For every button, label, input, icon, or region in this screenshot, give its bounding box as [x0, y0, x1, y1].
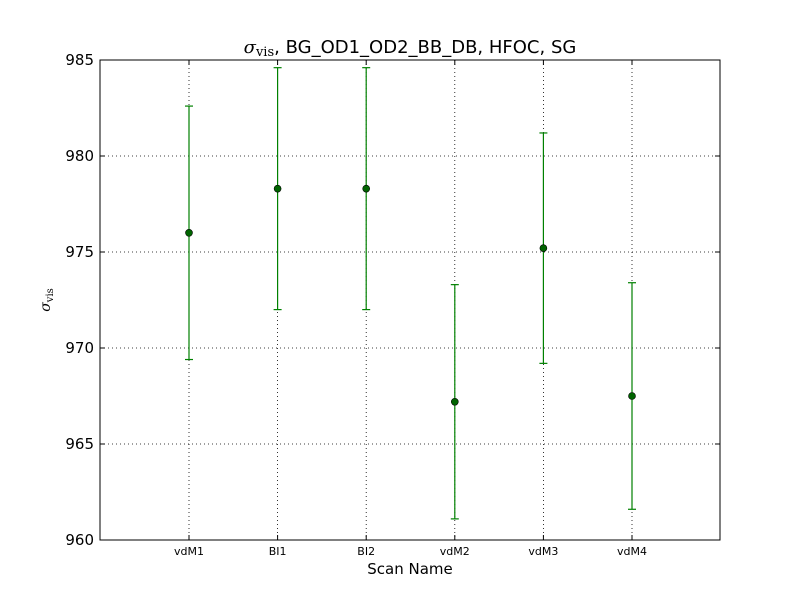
data-point — [185, 229, 193, 237]
y-axis-label-subscript: vis — [45, 288, 56, 303]
x-tick-label: vdM2 — [440, 545, 470, 558]
data-point — [628, 392, 636, 400]
y-tick-label: 980 — [65, 147, 94, 165]
x-axis-label: Scan Name — [367, 560, 453, 578]
chart-title: σvis, BG_OD1_OD2_BB_DB, HFOC, SG — [244, 37, 577, 60]
y-tick-label: 960 — [65, 531, 94, 549]
x-tick-label: BI1 — [269, 545, 287, 558]
x-tick-label: BI2 — [357, 545, 375, 558]
data-point — [273, 184, 282, 193]
data-point — [362, 184, 371, 193]
marks-layer — [185, 67, 636, 520]
y-tick-label: 975 — [65, 243, 94, 261]
y-axis-label-symbol: σ — [38, 302, 54, 312]
x-tick-label: vdM1 — [174, 545, 204, 558]
x-tick-label: vdM4 — [617, 545, 647, 558]
chart-title-symbol: σ — [244, 37, 257, 58]
data-point — [539, 244, 548, 252]
chart-title-text: , BG_OD1_OD2_BB_DB, HFOC, SG — [274, 37, 576, 58]
data-point — [450, 397, 459, 406]
y-tick-label: 985 — [65, 51, 94, 69]
plot-frame — [99, 59, 721, 541]
y-axis-label: σvis — [38, 288, 56, 312]
chart-title-subscript: vis — [255, 45, 274, 60]
grid-layer — [100, 60, 720, 540]
y-tick-label: 965 — [65, 435, 94, 453]
y-tick-label: 970 — [65, 339, 94, 357]
x-tick-label: vdM3 — [528, 545, 558, 558]
ticks-layer: 960 965 970 975 980 985 vdM1 BI1 BI2 vdM2 vdM3 vdM4 — [65, 51, 720, 558]
